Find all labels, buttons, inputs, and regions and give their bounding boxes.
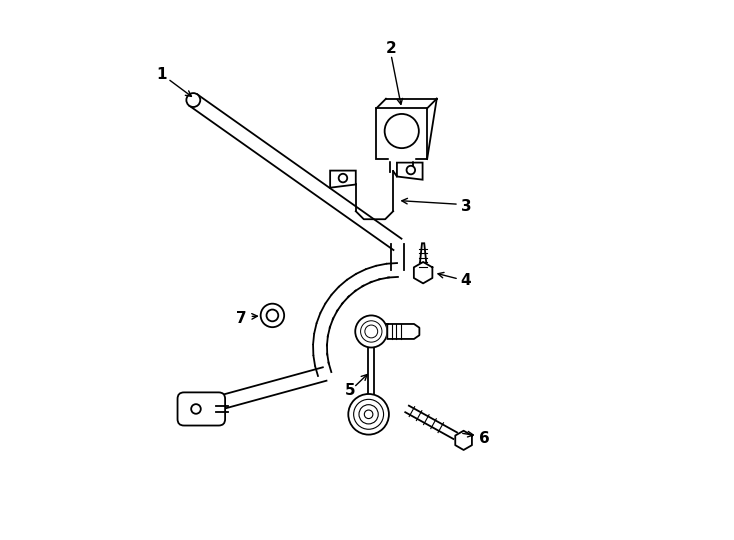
FancyBboxPatch shape xyxy=(178,393,225,426)
Circle shape xyxy=(186,93,200,107)
Text: 1: 1 xyxy=(156,68,167,83)
Polygon shape xyxy=(397,163,423,180)
Polygon shape xyxy=(313,354,329,366)
Circle shape xyxy=(407,166,415,174)
Polygon shape xyxy=(390,244,404,270)
FancyBboxPatch shape xyxy=(377,109,427,159)
Polygon shape xyxy=(330,171,356,188)
Text: 6: 6 xyxy=(479,431,490,446)
Circle shape xyxy=(191,404,201,414)
Polygon shape xyxy=(313,345,327,355)
Circle shape xyxy=(266,309,278,321)
Polygon shape xyxy=(316,314,333,328)
Circle shape xyxy=(385,114,419,148)
Circle shape xyxy=(349,394,389,435)
Polygon shape xyxy=(377,264,389,279)
Polygon shape xyxy=(315,362,331,376)
Circle shape xyxy=(355,315,388,348)
Polygon shape xyxy=(414,262,432,284)
Polygon shape xyxy=(339,280,356,297)
Text: 5: 5 xyxy=(344,383,355,398)
Polygon shape xyxy=(205,367,327,413)
Polygon shape xyxy=(332,287,349,304)
Polygon shape xyxy=(405,406,457,439)
Polygon shape xyxy=(321,304,338,319)
Text: 3: 3 xyxy=(460,199,471,214)
Polygon shape xyxy=(357,269,371,286)
Text: 7: 7 xyxy=(236,310,247,326)
Polygon shape xyxy=(326,295,343,311)
Polygon shape xyxy=(387,263,398,278)
Polygon shape xyxy=(388,324,419,339)
Polygon shape xyxy=(368,348,374,396)
Polygon shape xyxy=(313,334,328,346)
Polygon shape xyxy=(455,431,472,450)
Circle shape xyxy=(261,303,284,327)
Circle shape xyxy=(338,174,347,183)
Polygon shape xyxy=(366,266,380,282)
Polygon shape xyxy=(314,323,330,336)
Polygon shape xyxy=(419,244,427,268)
Polygon shape xyxy=(347,274,363,291)
Polygon shape xyxy=(189,94,401,250)
Text: 4: 4 xyxy=(460,273,471,288)
Text: 2: 2 xyxy=(385,40,396,56)
